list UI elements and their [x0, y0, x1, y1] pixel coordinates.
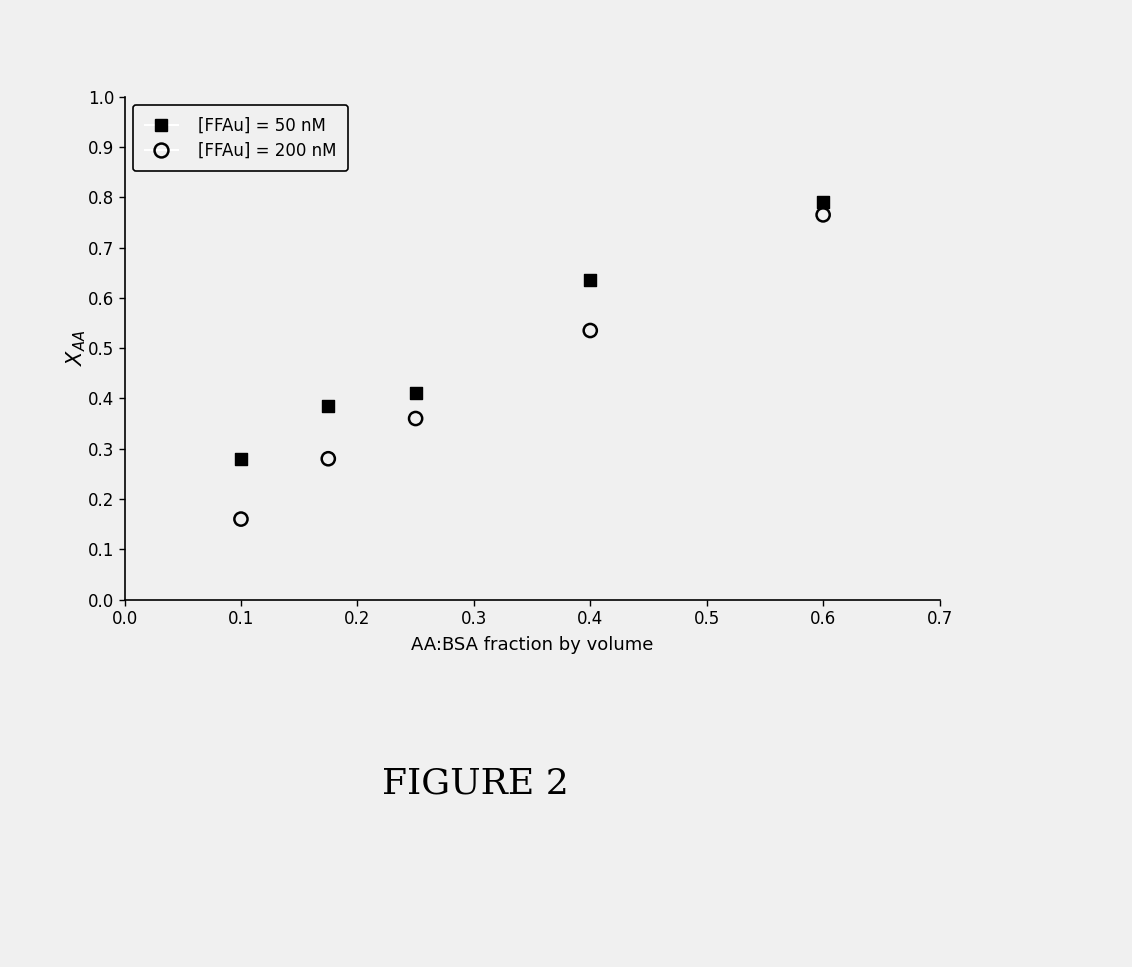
Legend: [FFAu] = 50 nM, [FFAu] = 200 nM: [FFAu] = 50 nM, [FFAu] = 200 nM [132, 105, 348, 171]
[FFAu] = 200 nM [406, 411, 424, 426]
[FFAu] = 50 nM [232, 451, 250, 466]
[FFAu] = 50 nM [319, 398, 337, 414]
[FFAu] = 50 nM [406, 386, 424, 401]
[FFAu] = 200 nM [319, 451, 337, 466]
[FFAu] = 200 nM [814, 207, 832, 222]
[FFAu] = 200 nM [581, 323, 599, 338]
X-axis label: AA:BSA fraction by volume: AA:BSA fraction by volume [411, 636, 653, 655]
[FFAu] = 50 nM [581, 273, 599, 288]
[FFAu] = 200 nM [232, 512, 250, 527]
[FFAu] = 50 nM [814, 194, 832, 210]
Y-axis label: $X_{AA}$: $X_{AA}$ [65, 330, 88, 366]
Text: FIGURE 2: FIGURE 2 [383, 766, 568, 801]
